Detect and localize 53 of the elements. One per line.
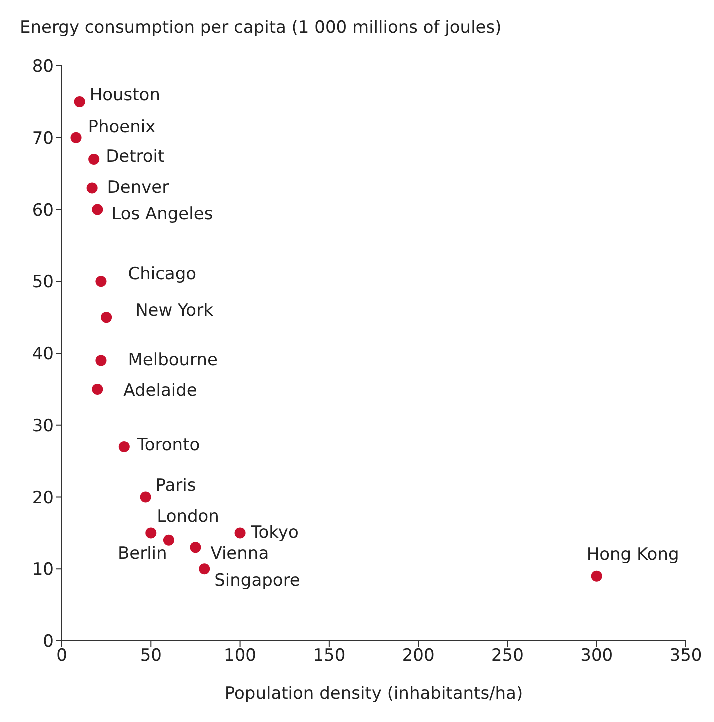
annotation: Los Angeles	[112, 204, 214, 224]
annotation: Vienna	[210, 544, 270, 564]
x-tick-label: 100	[224, 646, 257, 666]
annotation: Paris	[156, 476, 196, 496]
point	[86, 182, 98, 194]
point	[199, 564, 210, 575]
x-tick-label: 250	[491, 646, 524, 666]
annotation: Phoenix	[88, 118, 156, 138]
y-tick-label: 50	[32, 272, 54, 293]
y-tick-label: 20	[32, 488, 54, 508]
annotation: Singapore	[214, 570, 300, 591]
x-tick-label: 50	[140, 646, 162, 666]
point	[146, 528, 157, 539]
annotation: London	[157, 506, 220, 527]
annotation: Melbourne	[128, 350, 218, 370]
point	[163, 534, 174, 546]
point	[190, 542, 202, 554]
x-tick-label: 350	[670, 646, 702, 666]
annotation: Detroit	[106, 147, 166, 168]
x-tick-label: 300	[580, 646, 614, 666]
point	[101, 312, 112, 324]
x-tick-label: 0	[56, 646, 68, 666]
annotation: Denver	[107, 178, 170, 198]
y-tick-label: 30	[32, 416, 54, 436]
y-tick-label: 80	[32, 57, 54, 78]
point	[591, 570, 602, 582]
annotation: Berlin	[118, 544, 168, 564]
point	[92, 204, 104, 216]
annotation: New York	[136, 301, 214, 322]
y-tick-label: 0	[43, 632, 54, 652]
point	[234, 528, 246, 539]
y-tick-label: 60	[32, 200, 54, 221]
x-tick-label: 150	[313, 646, 346, 666]
x-tick-label: 200	[402, 646, 435, 666]
annotation: Toronto	[136, 436, 200, 456]
point	[140, 492, 152, 503]
y-tick-label: 40	[32, 344, 54, 365]
y-axis-title: Energy consumption per capita (1 000 millions of joules)	[19, 17, 503, 40]
annotation: Chicago	[128, 264, 197, 284]
point	[74, 96, 86, 108]
annotation: Houston	[90, 86, 160, 106]
point	[92, 384, 104, 395]
point	[96, 276, 107, 288]
y-tick-label: 70	[32, 128, 54, 149]
point	[88, 154, 100, 165]
y-tick-label: 10	[32, 560, 54, 580]
point	[96, 355, 107, 366]
point	[70, 132, 82, 144]
point	[118, 441, 130, 452]
annotation: Hong Kong	[586, 544, 680, 565]
annotation: Adelaide	[124, 381, 198, 402]
annotation: Tokyo	[250, 522, 299, 543]
x-axis-title: Population density (inhabitants/ha)	[224, 684, 524, 704]
